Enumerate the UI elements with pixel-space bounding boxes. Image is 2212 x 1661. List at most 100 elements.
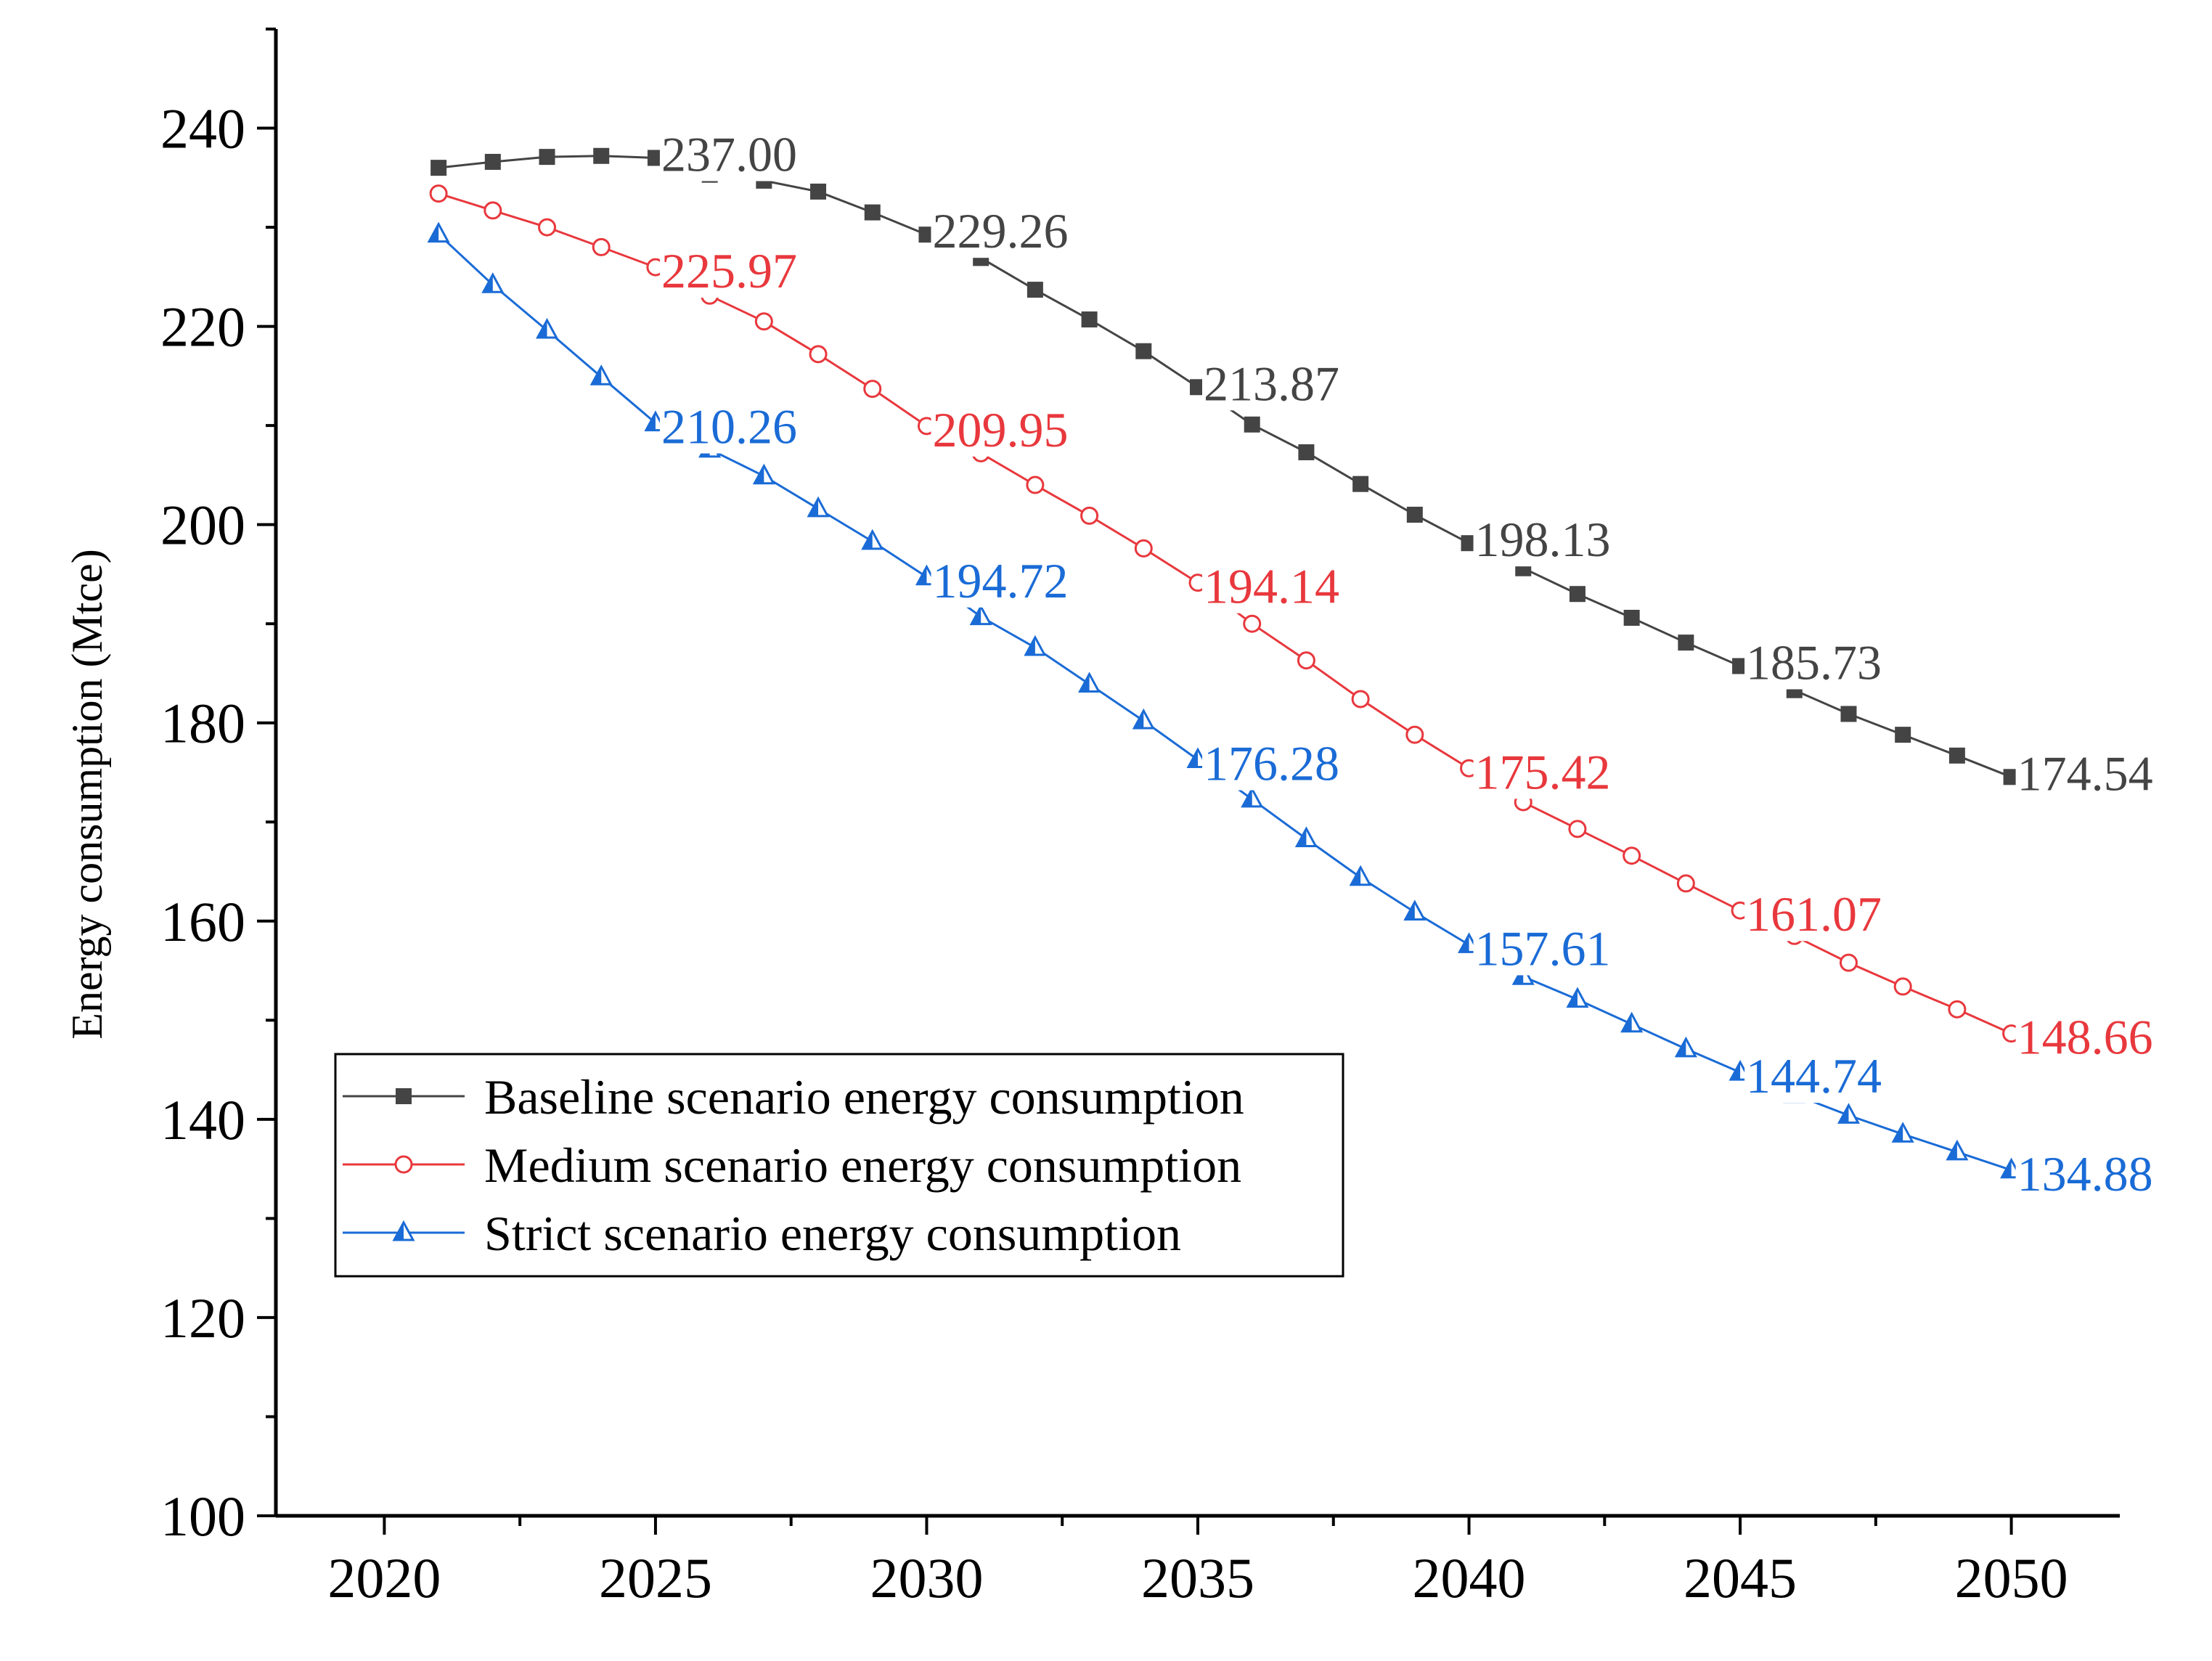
data-point — [1078, 672, 1101, 693]
data-point — [1243, 614, 1262, 633]
data-label-background — [659, 250, 821, 298]
data-label: 237.00 — [661, 126, 797, 181]
legend-marker — [392, 1220, 415, 1241]
data-label: 157.61 — [1475, 921, 1611, 976]
data-point — [1081, 311, 1098, 328]
legend-item-1: Baseline scenario energy consumption — [343, 1069, 1244, 1125]
data-label-background — [1744, 893, 1906, 942]
data-point — [1024, 634, 1047, 656]
data-point — [1349, 865, 1372, 886]
data-label-background — [931, 408, 1093, 457]
y-tick-label: 220 — [160, 295, 245, 359]
marker-fill — [1567, 989, 1578, 1007]
data-label: 174.54 — [2017, 746, 2153, 801]
data-point — [1405, 725, 1424, 744]
data-point — [1946, 1139, 1969, 1161]
data-point — [1839, 953, 1858, 972]
data-point — [863, 380, 882, 399]
y-tick-label: 180 — [160, 692, 245, 755]
data-point — [1837, 1103, 1860, 1124]
data-point — [429, 184, 448, 203]
data-point — [918, 226, 935, 243]
data-point — [1840, 706, 1857, 722]
data-point — [538, 218, 557, 237]
data-point — [1566, 987, 1589, 1008]
marker-fill — [645, 412, 656, 430]
data-point — [1732, 658, 1749, 674]
data-label-background — [659, 133, 821, 181]
marker-fill — [537, 320, 547, 338]
data-point — [1134, 539, 1153, 558]
marker-fill — [1188, 749, 1198, 767]
data-point — [861, 528, 884, 550]
data-point — [1623, 610, 1640, 627]
marker-fill — [754, 465, 764, 483]
data-point — [1406, 507, 1423, 523]
y-tick-label: 200 — [160, 494, 245, 557]
data-point — [1027, 282, 1043, 298]
data-label-background — [1744, 641, 1906, 690]
marker-fill — [394, 1223, 404, 1240]
data-label: 144.74 — [1746, 1048, 1882, 1103]
marker-fill — [1676, 1038, 1686, 1056]
data-label-background — [1202, 742, 1363, 791]
series-3: 210.26 194.72 176.28 157.61 144.74 134.88 — [427, 221, 2177, 1201]
marker-fill — [1025, 637, 1035, 655]
marker-fill — [1080, 674, 1090, 692]
marker-fill — [1351, 867, 1361, 885]
data-label: 210.26 — [661, 399, 797, 454]
marker-fill — [1893, 1124, 1903, 1142]
data-point — [1352, 476, 1369, 492]
marker-fill — [1134, 711, 1144, 729]
y-tick-label: 100 — [160, 1485, 245, 1548]
data-point — [1948, 1000, 1967, 1019]
data-point — [483, 201, 502, 220]
data-point — [1351, 690, 1370, 709]
data-point — [593, 147, 610, 164]
y-tick-label: 120 — [160, 1286, 245, 1350]
data-label-background — [931, 210, 1093, 258]
x-tick-label: 2045 — [1684, 1546, 1797, 1609]
data-point — [1891, 1122, 1914, 1143]
y-tick-label: 160 — [160, 890, 245, 953]
legend-item-2: Medium scenario energy consumption — [343, 1138, 1241, 1193]
marker-fill — [429, 224, 439, 242]
data-label-background — [1202, 565, 1363, 613]
y-tick-label: 240 — [160, 97, 245, 160]
data-label-background — [931, 559, 1093, 608]
data-point — [809, 345, 828, 364]
marker-fill — [592, 367, 602, 385]
series-1: 237.00 229.26 213.87 198.13 185.73 174.54 — [430, 126, 2177, 801]
data-point — [754, 312, 773, 331]
data-label: 176.28 — [1204, 736, 1339, 791]
marker-fill — [1947, 1141, 1957, 1159]
x-tick-label: 2030 — [870, 1546, 983, 1609]
data-label: 185.73 — [1746, 634, 1882, 690]
data-point — [1298, 444, 1315, 460]
data-point — [1244, 416, 1260, 433]
data-point — [1623, 846, 1641, 865]
legend-label: Baseline scenario energy consumption — [484, 1069, 1244, 1125]
data-point — [1678, 634, 1694, 651]
data-label-background — [2015, 1152, 2177, 1201]
legend: Baseline scenario energy consumption Medi… — [334, 1053, 1344, 1278]
x-tick-label: 2050 — [1955, 1546, 2068, 1609]
x-tick-label: 2040 — [1413, 1546, 1526, 1609]
data-point — [1135, 343, 1152, 359]
data-point — [1132, 708, 1155, 730]
marker-fill — [2001, 1159, 2012, 1178]
marker-fill — [862, 531, 873, 549]
data-point — [589, 364, 613, 385]
data-point — [647, 150, 664, 166]
marker-fill — [483, 274, 493, 293]
data-point — [430, 160, 447, 176]
data-label: 229.26 — [932, 203, 1068, 258]
data-point — [1241, 786, 1264, 808]
marker-fill — [971, 606, 981, 624]
data-point — [1080, 506, 1099, 525]
data-point — [484, 153, 501, 170]
x-tick-label: 2020 — [327, 1546, 441, 1609]
data-label: 134.88 — [2017, 1146, 2153, 1201]
data-label: 198.13 — [1475, 512, 1611, 567]
